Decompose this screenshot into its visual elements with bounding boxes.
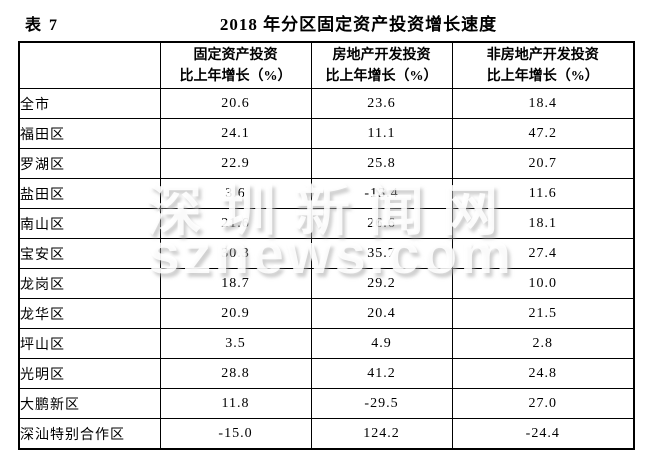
investment-growth-table: 固定资产投资 比上年增长（%） 房地产开发投资 比上年增长（%） 非房地产开发投… [18,41,635,450]
value-cell: 20.7 [451,148,635,179]
table-row: 南山区 21.6 26.6 18.1 [18,208,635,239]
table-header: 固定资产投资 比上年增长（%） 房地产开发投资 比上年增长（%） 非房地产开发投… [18,41,635,89]
value-cell: 21.5 [451,298,635,329]
value-cell: 3.6 [159,178,312,209]
value-cell: 124.2 [310,418,453,450]
value-cell: 11.8 [159,388,312,419]
district-cell: 南山区 [18,208,161,239]
value-cell: 18.7 [159,268,312,299]
value-cell: 26.6 [310,208,453,239]
value-cell: 27.4 [451,238,635,269]
value-cell: 24.8 [451,358,635,389]
column-header-district [18,41,161,89]
table-row: 龙岗区 18.7 29.2 10.0 [18,268,635,299]
value-cell: 27.0 [451,388,635,419]
header-line2: 比上年增长（%） [325,68,438,84]
table-row: 龙华区 20.9 20.4 21.5 [18,298,635,329]
value-cell: 11.6 [451,178,635,209]
value-cell: 20.6 [159,88,312,119]
table-row: 大鹏新区 11.8 -29.5 27.0 [18,388,635,419]
table-row: 深汕特别合作区 -15.0 124.2 -24.4 [18,418,635,450]
value-cell: 28.8 [159,358,312,389]
header-line1: 非房地产开发投资 [486,47,599,63]
district-cell: 龙华区 [18,298,161,329]
header-line2: 比上年增长（%） [486,68,599,84]
value-cell: 22.9 [159,148,312,179]
value-cell: 35.7 [310,238,453,269]
value-cell: -15.0 [159,418,312,450]
district-cell: 深汕特别合作区 [18,418,161,450]
table-body: 全市 20.6 23.6 18.4 福田区 24.1 11.1 47.2 罗湖区… [18,88,635,450]
table-row: 罗湖区 22.9 25.8 20.7 [18,148,635,179]
column-header-non-real-estate-investment: 非房地产开发投资 比上年增长（%） [451,41,635,89]
district-cell: 大鹏新区 [18,388,161,419]
district-cell: 坪山区 [18,328,161,359]
header-line1: 固定资产投资 [193,47,278,63]
value-cell: 21.6 [159,208,312,239]
value-cell: 4.9 [310,328,453,359]
value-cell: 20.4 [310,298,453,329]
district-cell: 罗湖区 [18,148,161,179]
district-cell: 龙岗区 [18,268,161,299]
district-cell: 全市 [18,88,161,119]
value-cell: 11.1 [310,118,453,149]
value-cell: 24.1 [159,118,312,149]
value-cell: 18.1 [451,208,635,239]
table-row: 坪山区 3.5 4.9 2.8 [18,328,635,359]
value-cell: 18.4 [451,88,635,119]
table-row: 光明区 28.8 41.2 24.8 [18,358,635,389]
table-title: 2018 年分区固定资产投资增长速度 [219,15,498,34]
value-cell: -24.4 [451,418,635,450]
value-cell: 10.0 [451,268,635,299]
header-line1: 房地产开发投资 [332,47,431,63]
table-row: 盐田区 3.6 -13.4 11.6 [18,178,635,209]
value-cell: 20.9 [159,298,312,329]
column-header-real-estate-investment: 房地产开发投资 比上年增长（%） [310,41,453,89]
header-row: 固定资产投资 比上年增长（%） 房地产开发投资 比上年增长（%） 非房地产开发投… [18,41,635,89]
district-cell: 宝安区 [18,238,161,269]
value-cell: 2.8 [451,328,635,359]
value-cell: -29.5 [310,388,453,419]
value-cell: 29.2 [310,268,453,299]
header-line2: 比上年增长（%） [179,68,292,84]
value-cell: 30.3 [159,238,312,269]
district-cell: 福田区 [18,118,161,149]
value-cell: 41.2 [310,358,453,389]
district-cell: 光明区 [18,358,161,389]
district-cell: 盐田区 [18,178,161,209]
table-number-label: 表 7 [25,17,60,34]
column-header-fixed-investment: 固定资产投资 比上年增长（%） [159,41,312,89]
table-row: 宝安区 30.3 35.7 27.4 [18,238,635,269]
value-cell: 3.5 [159,328,312,359]
value-cell: 23.6 [310,88,453,119]
value-cell: 25.8 [310,148,453,179]
table-row: 福田区 24.1 11.1 47.2 [18,118,635,149]
table-row: 全市 20.6 23.6 18.4 [18,88,635,119]
value-cell: 47.2 [451,118,635,149]
value-cell: -13.4 [310,178,453,209]
